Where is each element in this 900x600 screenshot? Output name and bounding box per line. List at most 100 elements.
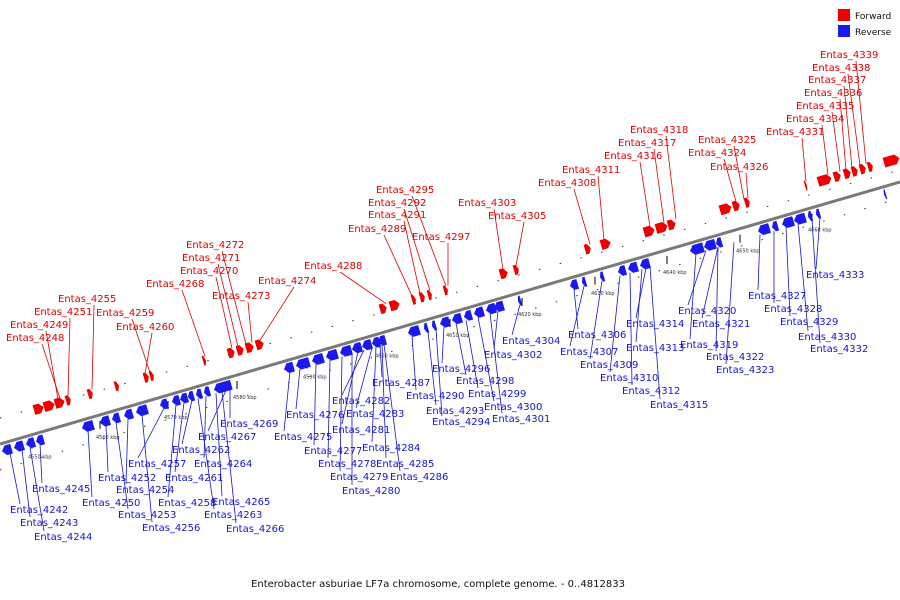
forward-leader-line <box>215 276 233 349</box>
reverse-gene-arrow <box>439 316 451 328</box>
forward-gene-arrow <box>418 292 425 303</box>
reverse-gene-label: Entas_4242 <box>10 505 68 516</box>
reverse-gene-label: Entas_4286 <box>390 472 448 483</box>
forward-leader-line <box>339 271 387 304</box>
forward-gene-arrow <box>832 171 841 183</box>
reverse-gene-arrow <box>112 412 122 424</box>
reverse-gene-arrow <box>883 189 888 200</box>
reverse-gene-arrow <box>715 237 724 248</box>
reverse-gene-label: Entas_4310 <box>600 373 658 384</box>
reverse-gene-arrow <box>179 392 190 404</box>
reverse-gene-arrow <box>640 258 651 270</box>
tick-label: 4570 kbp <box>164 415 188 421</box>
reverse-gene-arrow <box>172 394 182 406</box>
forward-gene-arrow <box>816 174 832 187</box>
forward-leader-line <box>723 158 737 202</box>
reverse-leader-line <box>207 390 227 432</box>
forward-gene-label: Entas_4331 <box>766 127 824 138</box>
forward-leader-line <box>403 220 421 294</box>
reverse-leader-line <box>341 351 359 425</box>
reverse-gene-label: Entas_4257 <box>128 459 186 470</box>
reverse-gene-label: Entas_4304 <box>502 336 560 347</box>
forward-gene-label: Entas_4251 <box>34 307 92 318</box>
forward-gene-arrow <box>803 180 808 191</box>
forward-gene-label: Entas_4288 <box>304 261 362 272</box>
forward-leader-line <box>91 304 95 390</box>
forward-gene-label: Entas_4324 <box>688 148 746 159</box>
reverse-gene-label: Entas_4302 <box>484 350 542 361</box>
tick-label: 4610 kbp <box>446 333 470 339</box>
reverse-gene-label: Entas_4258 <box>158 498 216 509</box>
tick-label: 4580 kbp <box>233 395 257 401</box>
forward-gene-arrow <box>53 397 65 409</box>
reverse-leader-line <box>629 272 633 386</box>
reverse-leader-line <box>649 266 661 400</box>
forward-leader-line <box>839 98 847 170</box>
label-leader-lines <box>9 60 867 532</box>
forward-gene-arrow <box>666 219 676 231</box>
reverse-gene-label: Entas_4330 <box>798 332 856 343</box>
reverse-gene-arrow <box>493 300 505 312</box>
forward-gene-label: Entas_4274 <box>258 276 316 287</box>
tick-label: 4600 kbp <box>375 354 399 360</box>
forward-gene-arrow <box>731 200 740 212</box>
reverse-gene-label: Entas_4252 <box>98 473 156 484</box>
forward-gene-arrow <box>882 154 900 168</box>
reverse-gene-arrow <box>408 325 421 337</box>
tick-label: 4640 kbp <box>663 270 687 276</box>
forward-gene-label: Entas_4308 <box>538 178 596 189</box>
reverse-gene-label: Entas_4280 <box>342 486 400 497</box>
reverse-gene-arrow <box>463 309 474 321</box>
forward-gene-arrow <box>42 400 55 412</box>
reverse-gene-label: Entas_4278 <box>318 459 376 470</box>
forward-gene-label: Entas_4295 <box>376 185 434 196</box>
forward-gene-label: Entas_4303 <box>458 198 516 209</box>
reverse-gene-label: Entas_4313 <box>626 343 684 354</box>
forward-gene-label: Entas_4325 <box>698 135 756 146</box>
reverse-leader-line <box>313 363 317 446</box>
forward-leader-line <box>821 124 829 176</box>
reverse-gene-label: Entas_4306 <box>568 330 626 341</box>
reverse-leader-line <box>489 313 503 414</box>
forward-leader-line <box>144 332 153 374</box>
forward-gene-arrow <box>512 264 519 276</box>
forward-gene-label: Entas_4272 <box>186 240 244 251</box>
tick-label: 4590 kbp <box>303 375 327 381</box>
tick-label: 4620 kbp <box>518 312 542 318</box>
forward-gene-arrow <box>654 221 668 234</box>
reverse-leader-line <box>39 444 43 484</box>
forward-leader-line <box>247 301 253 343</box>
forward-leader-line <box>403 208 431 291</box>
reverse-leader-line <box>635 269 643 343</box>
reverse-gene-arrow <box>362 339 373 351</box>
reverse-leader-line <box>125 418 129 485</box>
forward-gene-label: Entas_4338 <box>812 63 870 74</box>
reverse-gene-arrow <box>424 322 430 333</box>
forward-gene-label: Entas_4260 <box>116 322 174 333</box>
reverse-gene-arrow <box>473 306 485 318</box>
forward-gene-label: Entas_4318 <box>630 125 688 136</box>
reverse-leader-line <box>181 400 193 445</box>
reverse-gene-arrow <box>339 344 353 357</box>
reverse-leader-line <box>573 288 579 330</box>
forward-leader-line <box>221 250 247 345</box>
reverse-leader-line <box>511 304 521 336</box>
reverse-gene-label: Entas_4290 <box>406 391 464 402</box>
forward-gene-arrow <box>32 403 44 415</box>
reverse-leader-line <box>221 391 237 524</box>
reverse-gene-arrow <box>295 357 311 370</box>
reverse-leader-line <box>725 242 735 365</box>
forward-gene-arrow <box>410 294 416 305</box>
forward-gene-arrow <box>388 299 400 312</box>
reverse-leader-line <box>689 253 697 340</box>
reverse-leader-line <box>381 344 387 459</box>
reverse-leader-line <box>355 347 373 409</box>
reverse-leader-line <box>687 250 707 306</box>
reverse-gene-label: Entas_4282 <box>332 396 390 407</box>
reverse-gene-arrow <box>311 353 325 365</box>
reverse-leader-line <box>115 422 129 510</box>
forward-gene-label: Entas_4305 <box>488 211 546 222</box>
forward-gene-arrow <box>718 203 732 216</box>
forward-leader-line <box>733 145 745 200</box>
reverse-gene-label: Entas_4269 <box>220 419 278 430</box>
